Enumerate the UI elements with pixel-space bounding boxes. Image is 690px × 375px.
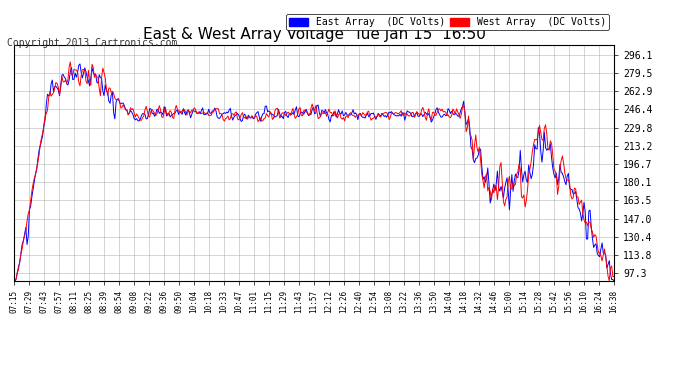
East Array  (DC Volts) [296,111,304,116]
West Array  (DC Volts) [610,274,618,279]
East Array  (DC Volts) [299,112,308,117]
East Array  (DC Volts) [335,111,344,116]
West Array  (DC Volts) [10,279,18,284]
West Array  (DC Volts) [368,116,377,121]
Text: Copyright 2013 Cartronics.com: Copyright 2013 Cartronics.com [7,38,177,48]
East Array  (DC Volts) [10,279,18,284]
East Array  (DC Volts) [610,279,618,284]
Title: East & West Array Voltage  Tue Jan 15  16:50: East & West Array Voltage Tue Jan 15 16:… [143,27,485,42]
East Array  (DC Volts) [597,247,605,251]
Line: East Array  (DC Volts): East Array (DC Volts) [14,64,614,281]
West Array  (DC Volts) [299,108,308,113]
West Array  (DC Volts) [503,195,511,200]
East Array  (DC Volts) [368,111,377,116]
West Array  (DC Volts) [597,254,605,258]
West Array  (DC Volts) [335,111,344,115]
Legend: East Array  (DC Volts), West Array  (DC Volts): East Array (DC Volts), West Array (DC Vo… [286,14,609,30]
East Array  (DC Volts) [76,62,84,66]
East Array  (DC Volts) [503,176,511,180]
West Array  (DC Volts) [66,60,75,64]
West Array  (DC Volts) [296,105,304,110]
Line: West Array  (DC Volts): West Array (DC Volts) [14,62,614,281]
